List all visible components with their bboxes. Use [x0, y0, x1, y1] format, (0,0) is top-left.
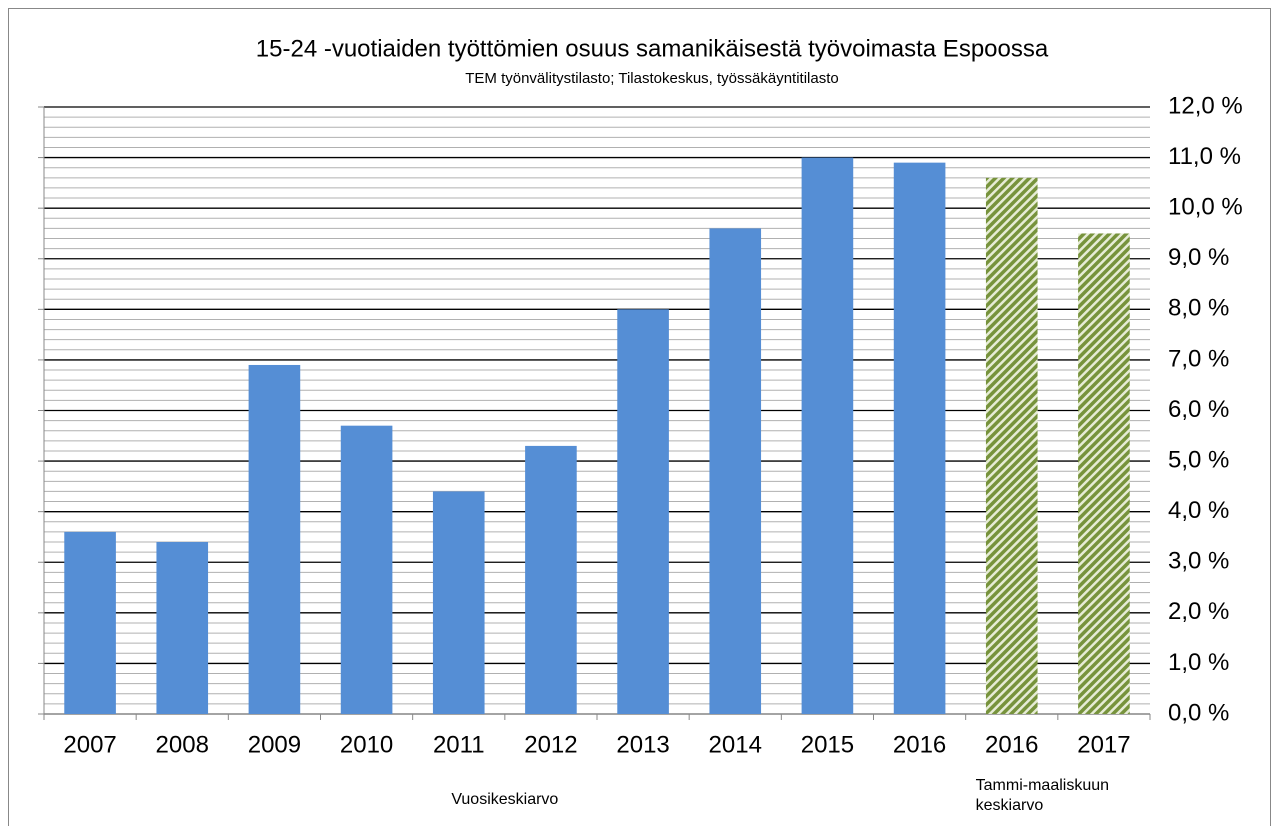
x-tick-label: 2014: [709, 731, 762, 758]
group-label: Tammi-maaliskuun keskiarvo: [975, 777, 1110, 814]
y-tick-label: 3,0 %: [1168, 548, 1229, 575]
bar: [64, 531, 116, 714]
chart-subtitle: TEM työnvälitystilasto; Tilastokeskus, t…: [465, 70, 838, 87]
bar: [617, 309, 669, 714]
x-tick-label: 2007: [63, 731, 116, 758]
x-tick-label: 2010: [340, 731, 393, 758]
bar: [709, 228, 762, 714]
x-tick-label: 2015: [801, 731, 854, 758]
bar: [156, 542, 209, 714]
y-tick-label: 1,0 %: [1168, 649, 1229, 676]
x-tick-label: 2009: [248, 731, 301, 758]
x-tick-label: 2016: [893, 731, 946, 758]
x-tick-label: 2008: [156, 731, 209, 758]
bar: [893, 162, 946, 714]
group-label: Vuosikeskiarvo: [451, 791, 559, 808]
bar: [248, 364, 301, 714]
y-tick-label: 5,0 %: [1168, 446, 1229, 473]
x-tick-label: 2017: [1077, 731, 1130, 758]
x-tick-label: 2012: [524, 731, 577, 758]
bar: [340, 425, 393, 714]
bar: [1078, 233, 1130, 715]
y-tick-label: 2,0 %: [1168, 598, 1229, 625]
x-tick-label: 2011: [433, 731, 485, 758]
y-tick-label: 8,0 %: [1168, 295, 1229, 322]
x-tick-label: 2013: [616, 731, 669, 758]
y-tick-label: 9,0 %: [1168, 244, 1229, 271]
y-tick-label: 7,0 %: [1168, 345, 1229, 372]
y-tick-label: 11,0 %: [1168, 143, 1241, 170]
y-tick-label: 0,0 %: [1168, 699, 1229, 726]
bar: [985, 177, 1038, 715]
chart-title: 15-24 -vuotiaiden työttömien osuus saman…: [256, 35, 1049, 62]
bar: [525, 445, 577, 714]
y-tick-label: 6,0 %: [1168, 396, 1229, 423]
bar: [801, 157, 854, 715]
y-tick-label: 12,0 %: [1168, 92, 1243, 119]
y-tick-label: 4,0 %: [1168, 497, 1229, 524]
x-tick-label: 2016: [985, 731, 1038, 758]
y-tick-label: 10,0 %: [1168, 194, 1243, 221]
bar: [432, 491, 485, 714]
